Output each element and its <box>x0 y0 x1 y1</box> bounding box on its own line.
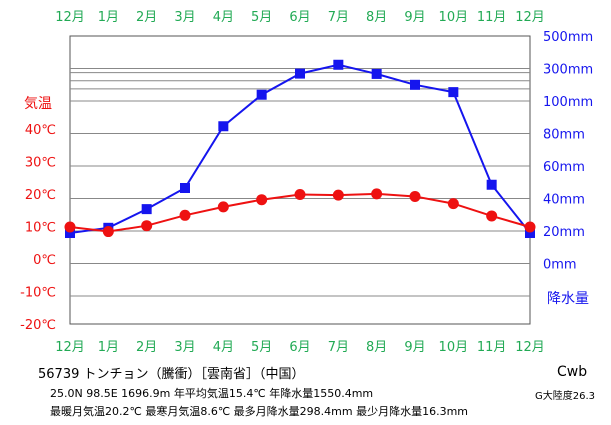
temperature-point <box>524 221 536 233</box>
month-label-bottom: 7月 <box>328 340 349 355</box>
precipitation-tick-label: 60mm <box>543 160 585 175</box>
month-label-top: 7月 <box>328 10 349 25</box>
temperature-tick-label: 40℃ <box>25 123 56 138</box>
month-label-bottom: 6月 <box>289 340 310 355</box>
bottom-month-axis: 12月 1月 2月 3月 4月 5月 6月 7月 8月 9月 10月 11月 12月 <box>55 340 545 355</box>
precipitation-point <box>486 179 497 190</box>
temperature-point <box>256 194 268 206</box>
temperature-axis: 気温 40℃ 30℃ 20℃ 10℃ 0℃ -10℃ -20℃ <box>20 96 56 333</box>
month-label-bottom: 1月 <box>98 340 119 355</box>
temperature-point <box>332 189 344 201</box>
precipitation-point <box>410 79 420 90</box>
precipitation-tick-label: 300mm <box>543 63 593 78</box>
temperature-tick-label: 10℃ <box>25 221 56 236</box>
precipitation-point <box>525 228 535 239</box>
month-label-top: 8月 <box>366 10 387 25</box>
station-name: 56739 トンチョン（騰衝）［雲南省］（中国） <box>38 367 305 382</box>
top-month-axis: 12月 1月 2月 3月 4月 5月 6月 7月 8月 9月 10月 11月 12月 <box>55 10 545 25</box>
month-label-top: 5月 <box>251 10 272 25</box>
temperature-point <box>217 201 229 213</box>
precipitation-point <box>371 68 382 79</box>
month-label-top: 12月 <box>55 10 85 25</box>
month-label-bottom: 10月 <box>439 340 469 355</box>
precipitation-point <box>448 87 459 98</box>
month-label-top: 4月 <box>213 10 234 25</box>
precipitation-point <box>180 183 190 193</box>
precipitation-tick-label: 500mm <box>543 30 593 45</box>
continentality-index: G大陸度26.3 <box>535 391 596 402</box>
temperature-tick-label: -10℃ <box>20 286 56 301</box>
temperature-point <box>371 188 383 200</box>
month-label-bottom: 9月 <box>404 340 425 355</box>
month-label-bottom: 5月 <box>251 340 272 355</box>
month-label-top: 3月 <box>174 10 195 25</box>
month-label-top: 1月 <box>98 10 119 25</box>
temperature-axis-label: 気温 <box>24 96 52 112</box>
month-label-top: 9月 <box>404 10 425 25</box>
precipitation-point <box>256 89 267 100</box>
temperature-tick-label: 30℃ <box>25 156 56 171</box>
month-label-top: 2月 <box>136 10 157 25</box>
precipitation-tick-label: 20mm <box>543 225 585 240</box>
precipitation-tick-label: 40mm <box>543 193 585 208</box>
chart-series <box>64 59 536 239</box>
chart-grid <box>69 35 531 325</box>
month-label-top: 12月 <box>515 10 545 25</box>
climate-classification: Cwb <box>557 364 588 380</box>
temperature-tick-label: -20℃ <box>20 318 56 333</box>
precipitation-point <box>295 68 305 79</box>
temperature-point <box>447 198 459 210</box>
month-label-bottom: 11月 <box>477 340 507 355</box>
month-label-bottom: 3月 <box>174 340 195 355</box>
station-stats-line-1: 25.0N 98.5E 1696.9m 年平均気温15.4℃ 年降水量1550.… <box>50 387 374 400</box>
temperature-tick-label: 20℃ <box>25 188 56 203</box>
precipitation-point <box>141 204 152 215</box>
temperature-point <box>486 210 498 222</box>
month-label-bottom: 12月 <box>55 340 85 355</box>
month-label-bottom: 8月 <box>366 340 387 355</box>
temperature-point <box>64 221 76 233</box>
precipitation-axis-label: 降水量 <box>547 291 589 307</box>
temperature-point <box>102 226 114 238</box>
month-label-bottom: 12月 <box>515 340 545 355</box>
month-label-bottom: 2月 <box>136 340 157 355</box>
month-label-top: 6月 <box>289 10 310 25</box>
month-label-top: 11月 <box>477 10 507 25</box>
temperature-point <box>179 209 191 221</box>
temperature-point <box>294 189 306 200</box>
month-label-top: 10月 <box>439 10 469 25</box>
month-label-bottom: 4月 <box>213 340 234 355</box>
precipitation-point <box>333 59 344 70</box>
plot-frame <box>69 35 531 325</box>
precipitation-tick-label: 100mm <box>543 95 593 110</box>
precipitation-point <box>218 121 229 132</box>
temperature-tick-label: 0℃ <box>33 253 56 268</box>
precipitation-point <box>65 228 75 239</box>
temperature-point <box>409 190 421 202</box>
precipitation-tick-label: 0mm <box>543 258 577 273</box>
temperature-point <box>141 220 153 232</box>
precipitation-axis: 500mm 300mm 100mm 80mm 60mm 40mm 20mm 0mm 降水量 <box>543 30 593 307</box>
station-stats-line-2: 最暖月気温20.2℃ 最寒月気温8.6℃ 最多月降水量298.4mm 最少月降水… <box>50 405 469 418</box>
precipitation-line <box>69 63 531 235</box>
precipitation-tick-label: 80mm <box>543 128 585 143</box>
